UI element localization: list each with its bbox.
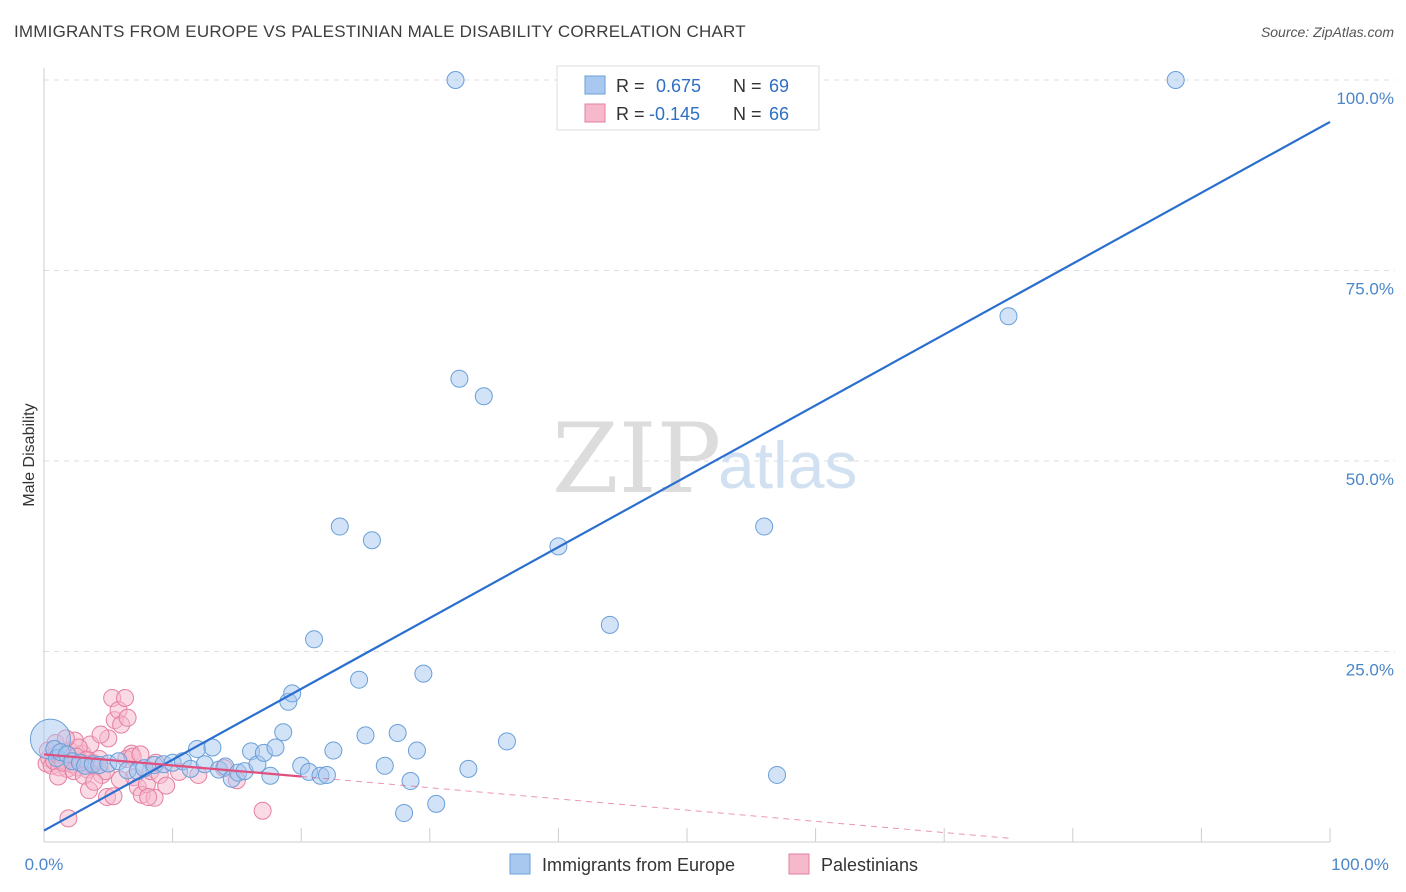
immigrants-point bbox=[203, 738, 222, 757]
immigrants-point bbox=[474, 387, 493, 406]
x-tick-label-min: 0.0% bbox=[25, 855, 64, 874]
palestinians-point bbox=[139, 788, 158, 807]
legend-r-label-2: R = bbox=[616, 104, 645, 124]
y-tick-label: 100.0% bbox=[1336, 89, 1394, 108]
palestinians-point bbox=[157, 776, 176, 795]
immigrants-point bbox=[999, 307, 1018, 326]
bottom-legend-label-immigrants[interactable]: Immigrants from Europe bbox=[542, 855, 735, 875]
legend-swatch-immigrants bbox=[584, 75, 606, 95]
legend-r-label-1: R = bbox=[616, 76, 645, 96]
bottom-legend-swatch-palestinians[interactable] bbox=[788, 853, 810, 875]
immigrants-point bbox=[755, 517, 774, 536]
immigrants-point bbox=[274, 723, 293, 742]
immigrants-point bbox=[388, 724, 407, 743]
axis-layer bbox=[43, 68, 1330, 843]
immigrants-point bbox=[356, 726, 375, 745]
immigrants-point bbox=[324, 741, 343, 760]
y-tick-label: 50.0% bbox=[1346, 470, 1394, 489]
y-tick-label: 25.0% bbox=[1346, 661, 1394, 680]
bottom-legend-label-palestinians[interactable]: Palestinians bbox=[821, 855, 918, 875]
immigrants-point bbox=[350, 670, 369, 689]
immigrants-point bbox=[401, 772, 420, 791]
palestinians-trend-line-extension bbox=[301, 775, 1009, 839]
y-tick-label: 75.0% bbox=[1346, 280, 1394, 299]
immigrants-point bbox=[600, 615, 619, 634]
immigrants-point bbox=[459, 759, 478, 778]
immigrants-point bbox=[768, 765, 787, 784]
legend-n-value-2: 66 bbox=[769, 104, 789, 124]
immigrants-point bbox=[414, 664, 433, 683]
immigrants-point bbox=[266, 738, 285, 757]
legend-r-value-2: -0.145 bbox=[649, 104, 700, 124]
immigrants-point bbox=[317, 765, 336, 784]
immigrants-trend-line bbox=[43, 120, 1331, 832]
legend-n-label-1: N = bbox=[733, 76, 762, 96]
watermark: ZIP atlas bbox=[552, 403, 857, 515]
watermark-atlas: atlas bbox=[718, 428, 857, 502]
legend-n-value-1: 69 bbox=[769, 76, 789, 96]
palestinians-trend-line bbox=[43, 753, 302, 778]
bottom-legend-swatch-immigrants[interactable] bbox=[509, 853, 531, 875]
palestinians-point bbox=[85, 772, 104, 791]
immigrants-point bbox=[395, 804, 414, 823]
chart-title: IMMIGRANTS FROM EUROPE VS PALESTINIAN MA… bbox=[14, 22, 746, 41]
immigrants-point bbox=[450, 369, 469, 388]
immigrants-point bbox=[427, 794, 446, 813]
watermark-zip: ZIP bbox=[552, 403, 721, 515]
immigrants-point bbox=[375, 756, 394, 775]
legend-n-label-2: N = bbox=[733, 104, 762, 124]
palestinians-point bbox=[118, 708, 137, 727]
immigrants-point bbox=[305, 630, 324, 649]
grid-layer bbox=[43, 79, 1395, 842]
immigrants-point bbox=[261, 766, 280, 785]
immigrants-point bbox=[330, 517, 349, 536]
immigrants-point bbox=[362, 531, 381, 550]
bottom-legend: Immigrants from Europe Palestinians bbox=[509, 853, 918, 875]
palestinians-point bbox=[253, 801, 272, 820]
x-tick-label-max: 100.0% bbox=[1331, 855, 1389, 874]
legend-r-value-1: 0.675 bbox=[656, 76, 701, 96]
immigrants-point bbox=[446, 71, 465, 89]
immigrants-point bbox=[497, 732, 516, 751]
y-tick-labels: 25.0% 50.0% 75.0% 100.0% bbox=[1336, 89, 1394, 680]
palestinians-point bbox=[116, 688, 135, 707]
legend-swatch-palestinians bbox=[584, 103, 606, 123]
stats-legend: R = 0.675 N = 69 R = -0.145 N = 66 bbox=[556, 65, 820, 131]
trend-lines bbox=[43, 120, 1331, 839]
chart-source: Source: ZipAtlas.com bbox=[1260, 24, 1394, 40]
palestinians-point bbox=[91, 725, 110, 744]
palestinians-point bbox=[59, 809, 78, 828]
immigrants-point bbox=[1166, 71, 1185, 89]
y-axis-label: Male Disability bbox=[21, 403, 38, 506]
immigrants-point bbox=[407, 741, 426, 760]
